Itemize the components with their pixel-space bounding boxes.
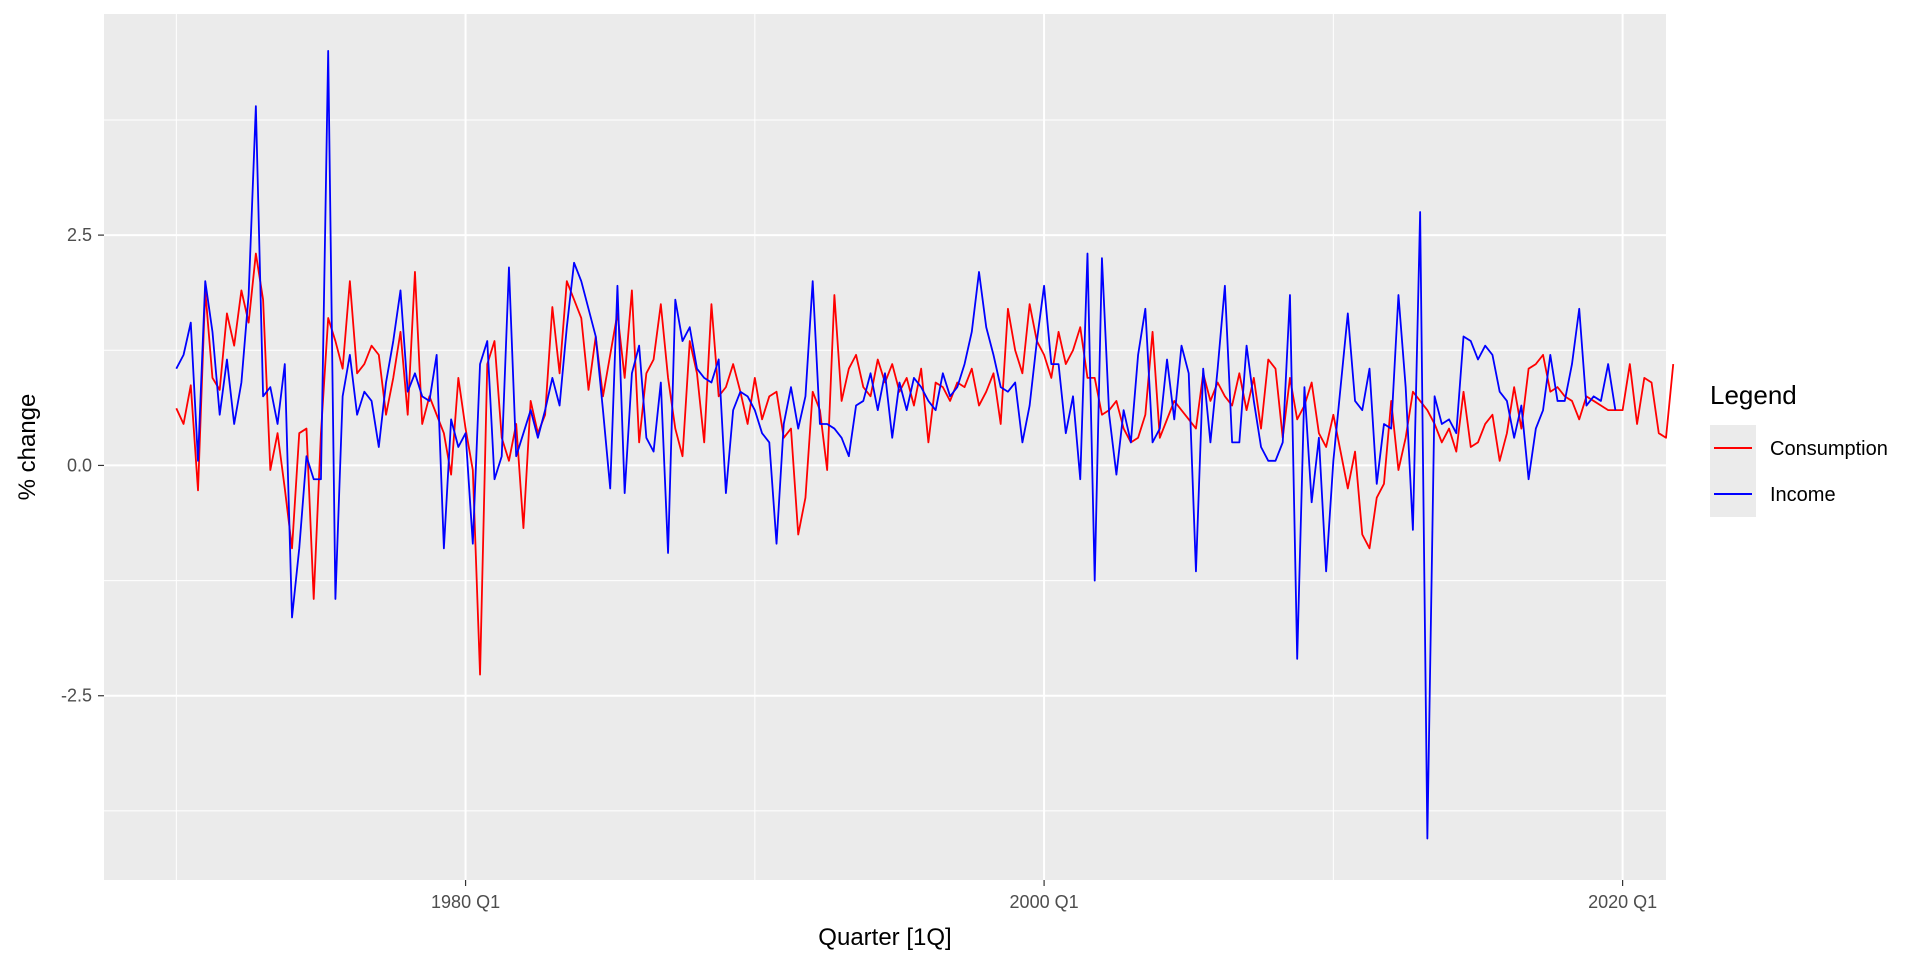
legend-label-consumption: Consumption xyxy=(1770,438,1888,460)
y-tick-label: 2.5 xyxy=(67,225,92,245)
y-tick-label: -2.5 xyxy=(61,686,92,706)
legend-label-income: Income xyxy=(1770,484,1836,506)
x-axis: 1980 Q1 2000 Q1 2020 Q1 xyxy=(431,880,1657,912)
x-tick-label: 2000 Q1 xyxy=(1010,892,1079,912)
minor-gridlines xyxy=(104,14,1666,880)
y-axis-title: % change xyxy=(14,394,41,501)
legend: Legend Consumption Income xyxy=(1710,380,1888,517)
legend-title: Legend xyxy=(1710,380,1797,410)
plot-panel xyxy=(104,14,1666,880)
series-line-income xyxy=(175,49,1617,840)
x-tick-label: 1980 Q1 xyxy=(431,892,500,912)
series-layer xyxy=(175,49,1675,840)
x-tick-label: 2020 Q1 xyxy=(1588,892,1657,912)
x-axis-title: Quarter [1Q] xyxy=(818,924,951,951)
series-line-consumption xyxy=(175,252,1675,676)
y-axis: -2.5 0.0 2.5 xyxy=(61,225,104,706)
y-tick-label: 0.0 xyxy=(67,455,92,475)
